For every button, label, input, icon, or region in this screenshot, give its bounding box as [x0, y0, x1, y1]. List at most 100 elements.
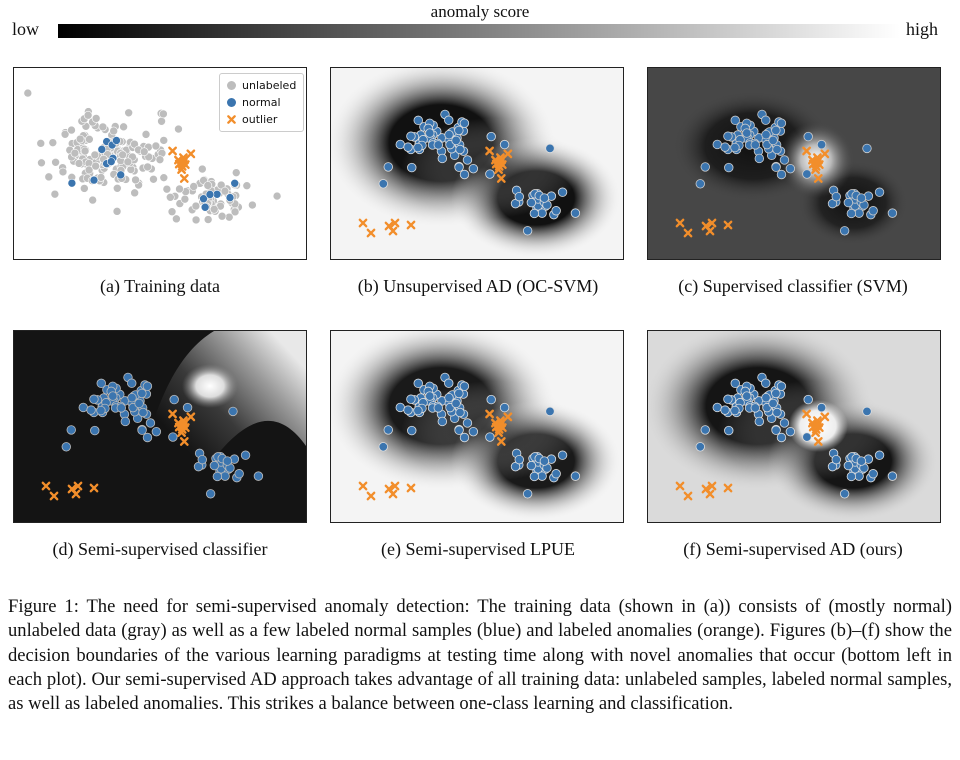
outlier-point — [812, 158, 822, 167]
outlier-point — [503, 412, 513, 422]
outlier-point — [388, 226, 398, 236]
unlabeled-point — [209, 204, 219, 214]
caption-c: (c) Supervised classifier (SVM) — [678, 276, 908, 296]
unlabeled-point — [180, 194, 190, 204]
normal-point — [839, 489, 850, 499]
normal-point — [785, 163, 796, 174]
unlabeled-point — [91, 161, 100, 171]
unlabeled-point — [224, 212, 234, 222]
unlabeled-point — [139, 147, 149, 157]
outlier-point — [723, 483, 733, 493]
normal-point — [383, 162, 393, 172]
legend-outlier-label: outlier — [242, 113, 278, 126]
unlabeled-point — [141, 130, 151, 139]
unlabeled-point — [37, 158, 46, 168]
normal-point — [761, 378, 771, 388]
outlier-point — [675, 481, 685, 491]
normal-point — [462, 418, 473, 428]
caption-b: (b) Unsupervised AD (OC-SVM) — [357, 276, 599, 296]
normal-point — [887, 471, 898, 481]
unlabeled-point — [191, 215, 201, 225]
normal-point — [772, 144, 782, 155]
normal-point — [700, 425, 710, 435]
colorbar-title: anomaly score — [430, 2, 530, 21]
normal-point — [887, 208, 898, 218]
normal-point — [468, 426, 479, 437]
normal-point — [761, 392, 771, 403]
panel-svm — [647, 67, 941, 260]
unlabeled-point — [84, 165, 94, 175]
normal-point — [151, 426, 162, 437]
unlabeled-point — [130, 188, 139, 198]
normal-point — [66, 425, 76, 435]
panel-semi-classifier — [13, 330, 307, 523]
normal-point — [462, 155, 473, 165]
normal-point — [742, 128, 752, 138]
normal-point — [413, 115, 423, 126]
normal-point — [802, 432, 812, 442]
outlier-point — [707, 481, 717, 491]
normal-point — [403, 405, 413, 415]
normal-point — [78, 402, 88, 413]
normal-point — [97, 145, 107, 154]
normal-point — [444, 392, 454, 403]
unlabeled-point — [167, 207, 177, 217]
normal-marker-icon — [227, 98, 236, 107]
normal-point — [862, 406, 872, 417]
outlier-point — [179, 437, 189, 446]
outlier-marker-icon — [227, 115, 236, 124]
unlabeled-point — [166, 192, 175, 202]
unlabeled-point — [162, 184, 172, 194]
normal-point — [197, 454, 207, 465]
figure-caption: Figure 1: The need for semi-supervised a… — [8, 596, 952, 715]
normal-point — [182, 402, 193, 413]
normal-point — [771, 125, 781, 136]
caption-d: (d) Semi-supervised classifier — [52, 539, 268, 559]
normal-point — [557, 450, 568, 460]
panel-training-data: unlabeled normal outlier — [13, 67, 307, 260]
normal-point — [856, 456, 867, 466]
normal-point — [868, 206, 878, 216]
unlabeled-point — [159, 173, 169, 182]
outlier-point — [813, 174, 823, 183]
panel-ocsvm — [330, 67, 624, 260]
normal-point — [425, 391, 435, 401]
legend-normal-label: normal — [242, 96, 281, 109]
unlabeled-point — [175, 184, 184, 194]
unlabeled-point — [67, 125, 76, 135]
normal-point — [700, 162, 710, 172]
legend-outlier: outlier — [227, 111, 296, 128]
normal-point — [220, 471, 230, 481]
normal-point — [514, 454, 524, 465]
outlier-point — [178, 158, 188, 167]
normal-point — [539, 456, 550, 466]
unlabeled-point — [91, 114, 101, 123]
unlabeled-point — [203, 215, 213, 224]
normal-point — [816, 402, 827, 413]
outlier-point — [366, 491, 376, 501]
normal-point — [529, 471, 540, 482]
normal-point — [433, 140, 443, 150]
caption-e: (e) Semi-supervised LPUE — [381, 539, 575, 559]
unlabeled-point — [191, 201, 201, 211]
outlier-point — [485, 409, 494, 419]
normal-point — [134, 398, 144, 409]
contour-plot — [331, 331, 623, 522]
normal-point — [761, 129, 771, 140]
normal-point — [522, 226, 533, 236]
normal-point — [856, 193, 867, 203]
normal-point — [712, 139, 722, 150]
normal-point — [779, 418, 790, 428]
normal-point — [570, 471, 581, 481]
unlabeled-point — [198, 164, 207, 174]
colorbar-low-label: low — [12, 19, 39, 39]
normal-point — [529, 208, 540, 219]
unlabeled-point — [272, 191, 282, 201]
normal-point — [776, 169, 787, 180]
normal-point — [127, 378, 137, 388]
normal-point — [551, 206, 561, 216]
normal-point — [138, 407, 148, 418]
normal-point — [199, 194, 208, 204]
normal-point — [771, 425, 781, 435]
normal-point — [169, 394, 179, 405]
